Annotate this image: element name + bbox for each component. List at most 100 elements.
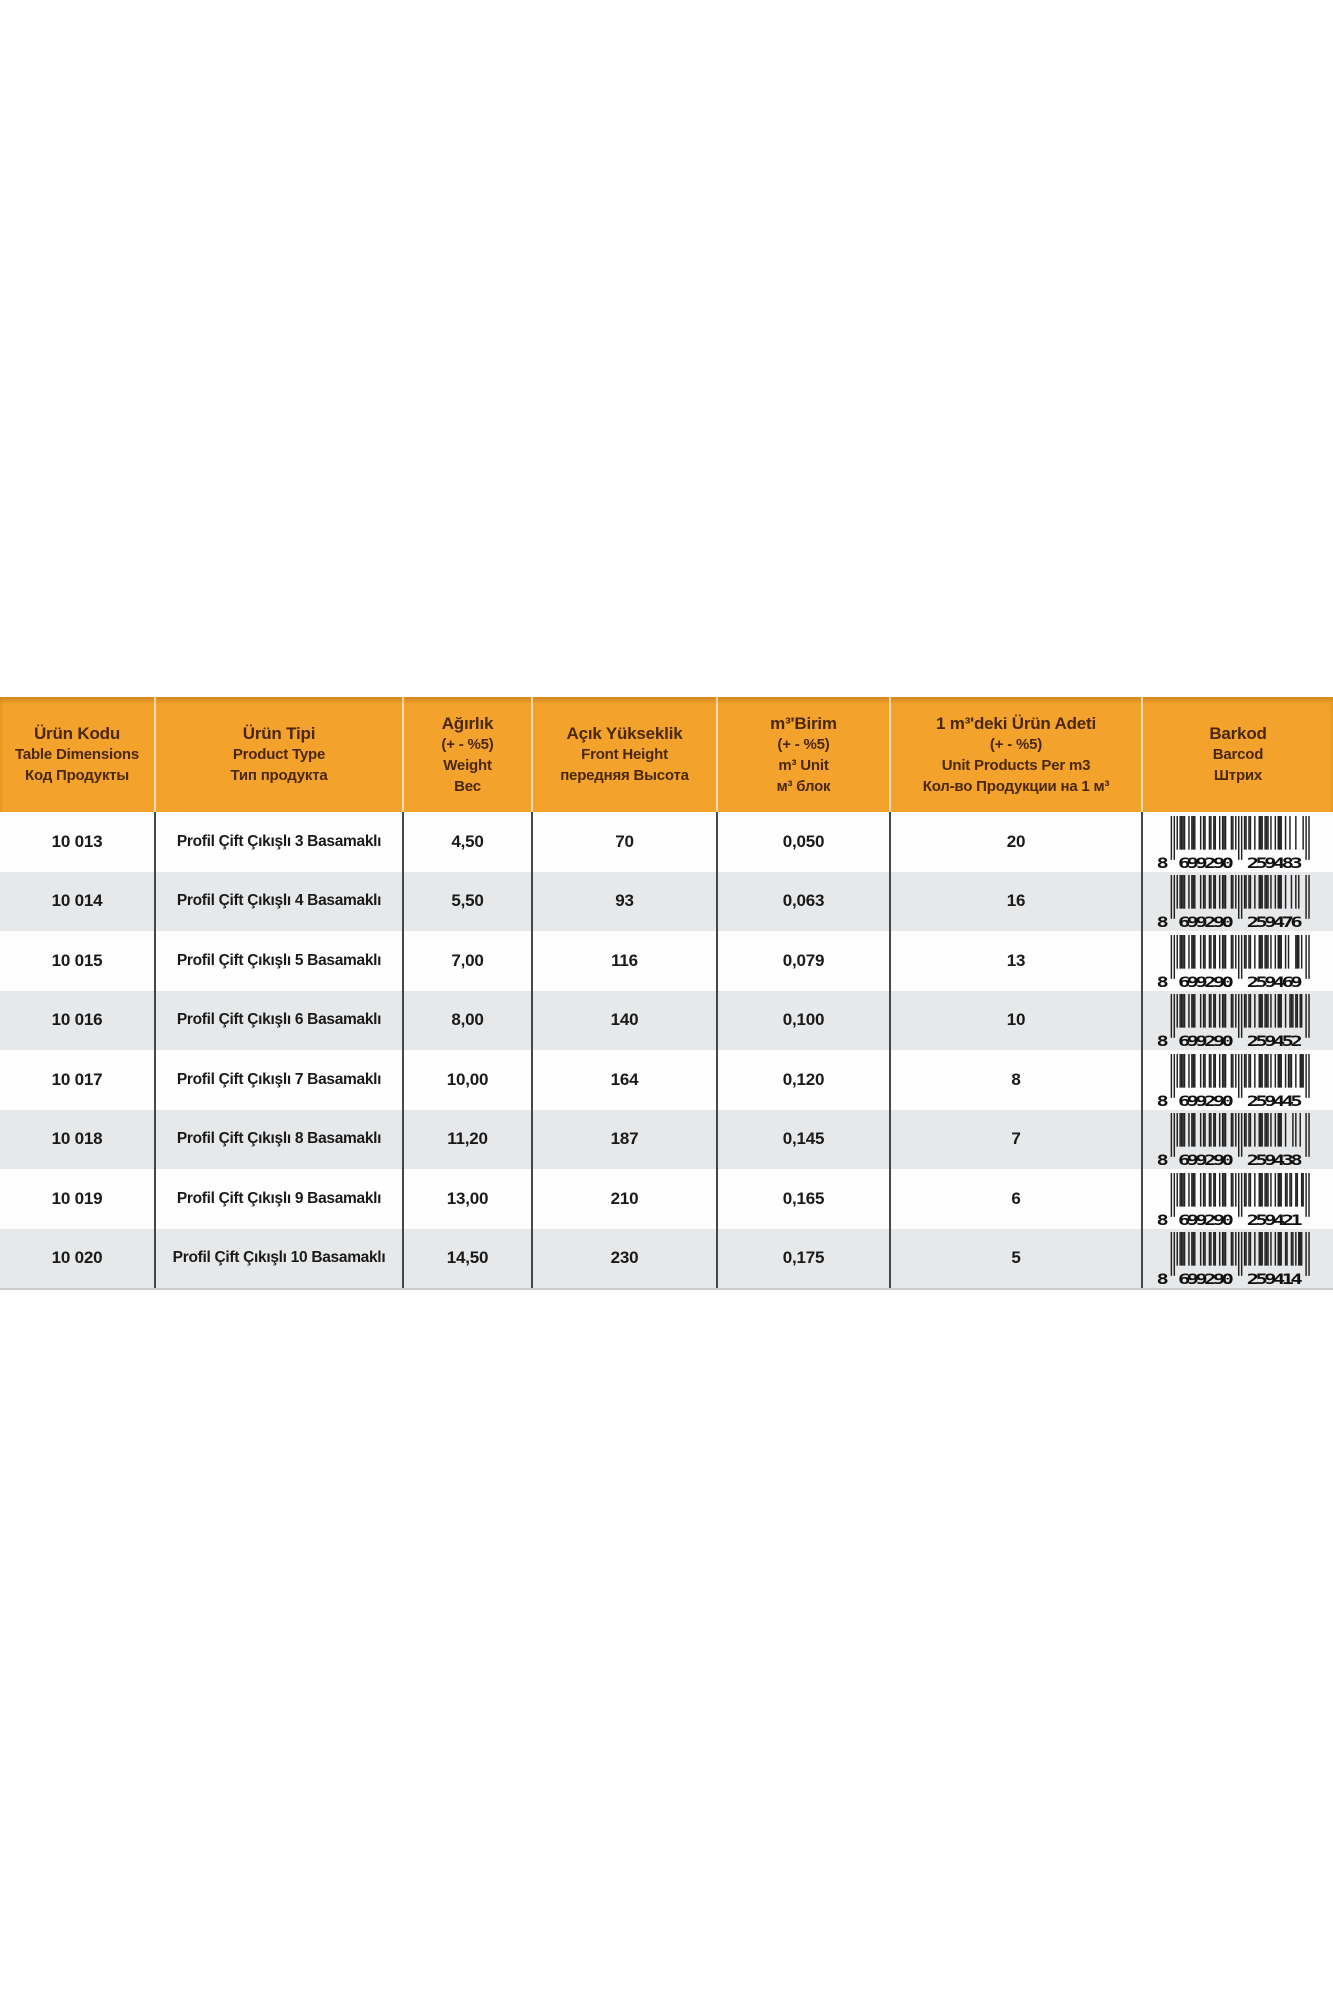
cell-front-height: 210 bbox=[531, 1169, 716, 1229]
table-row: 10 015 Profil Çift Çıkışlı 5 Basamaklı 7,0… bbox=[0, 931, 1333, 991]
barcode-digits: 699290 bbox=[1178, 915, 1234, 928]
header-line: Ürün Tipi bbox=[242, 724, 316, 743]
ean13-barcode: 8 699290 259452 bbox=[1157, 994, 1310, 1047]
cell-front-height: 116 bbox=[531, 931, 716, 991]
cell-units-per-m3: 10 bbox=[889, 990, 1141, 1050]
header-cell-m3_unit: m³'Birim (+ - %5) m³ Unit м³ блок bbox=[716, 697, 889, 812]
cell-units-per-m3: 8 bbox=[889, 1050, 1141, 1110]
table-row: 10 020 Profil Çift Çıkışlı 10 Basamaklı 14… bbox=[0, 1228, 1333, 1288]
ean13-barcode: 8 699290 259469 bbox=[1157, 934, 1310, 988]
header-line: Front Height bbox=[581, 746, 668, 763]
cell-m3-unit: 0,145 bbox=[716, 1109, 889, 1169]
cell-m3-unit: 0,165 bbox=[716, 1169, 889, 1229]
barcode-digits: 259452 bbox=[1247, 1034, 1303, 1047]
cell-product-code: 10 019 bbox=[51, 1188, 103, 1208]
cell-product-type: Profil Çift Çıkışlı 6 Basamaklı bbox=[154, 990, 402, 1050]
header-line: Вес bbox=[454, 777, 481, 795]
cell-barcode: 8 699290 259483 bbox=[1141, 812, 1333, 872]
barcode-digits: 259414 bbox=[1247, 1272, 1303, 1285]
header-line: Table Dimensions bbox=[14, 746, 140, 763]
barcode-digits: 8 bbox=[1157, 1153, 1169, 1166]
barcode-digits: 699290 bbox=[1178, 856, 1234, 869]
header-line: Код Продукты bbox=[24, 767, 130, 784]
barcode-digits: 259469 bbox=[1247, 975, 1303, 988]
barcode-digits: 259476 bbox=[1247, 915, 1303, 928]
cell-front-height: 230 bbox=[531, 1228, 716, 1288]
table-body: 10 013 Profil Çift Çıkışlı 3 Basamaklı 4,5… bbox=[0, 812, 1333, 1288]
header-line: (+ - %5) bbox=[777, 735, 830, 753]
header-cell-units_per_m3: 1 m³'deki Ürün Adeti (+ - %5) Unit Product… bbox=[889, 697, 1141, 812]
table-row: 10 017 Profil Çift Çıkışlı 7 Basamaklı 10,… bbox=[0, 1050, 1333, 1110]
ean13-barcode: 8 699290 259421 bbox=[1157, 1172, 1310, 1226]
ean13-barcode: 8 699290 259476 bbox=[1157, 875, 1310, 928]
barcode-digits: 259438 bbox=[1247, 1153, 1303, 1166]
barcode-digits: 8 bbox=[1157, 1272, 1169, 1285]
cell-barcode: 8 699290 259421 bbox=[1141, 1169, 1333, 1229]
header-line: Barcod bbox=[1212, 746, 1264, 763]
cell-product-code: 10 018 bbox=[51, 1129, 103, 1149]
cell-front-height: 93 bbox=[531, 871, 716, 931]
header-line: Açık Yükseklik bbox=[566, 724, 683, 743]
header-line: (+ - %5) bbox=[441, 735, 494, 753]
cell-m3-unit: 0,120 bbox=[716, 1050, 889, 1110]
cell-units-per-m3: 16 bbox=[889, 871, 1141, 931]
cell-units-per-m3: 5 bbox=[889, 1228, 1141, 1288]
barcode-digits: 8 bbox=[1157, 1213, 1169, 1226]
header-line: m³'Birim bbox=[770, 713, 837, 733]
cell-m3-unit: 0,063 bbox=[716, 871, 889, 931]
header-line: Unit Products Per m3 bbox=[941, 756, 1091, 774]
cell-barcode: 8 699290 259438 bbox=[1141, 1109, 1333, 1169]
barcode-digits: 8 bbox=[1157, 975, 1169, 988]
cell-product-code: 10 014 bbox=[51, 891, 103, 911]
barcode-digits: 699290 bbox=[1178, 1094, 1234, 1107]
header-line: Product Type bbox=[232, 746, 326, 763]
barcode-digits: 8 bbox=[1157, 915, 1169, 928]
header-line: 1 m³'deki Ürün Adeti bbox=[936, 713, 1096, 733]
barcode-digits: 699290 bbox=[1178, 1213, 1234, 1226]
table-row: 10 014 Profil Çift Çıkışlı 4 Basamaklı 5,5… bbox=[0, 871, 1333, 931]
table-row: 10 019 Profil Çift Çıkışlı 9 Basamaklı 13,… bbox=[0, 1169, 1333, 1229]
header-line: Кол-во Продукции на 1 м³ bbox=[922, 777, 1110, 795]
cell-units-per-m3: 7 bbox=[889, 1109, 1141, 1169]
header-line: Weight bbox=[443, 756, 492, 774]
cell-product-code: 10 016 bbox=[51, 1010, 103, 1030]
cell-barcode: 8 699290 259414 bbox=[1141, 1228, 1333, 1288]
cell-weight: 8,00 bbox=[402, 990, 531, 1050]
header-line: Тип продукта bbox=[230, 767, 328, 784]
cell-m3-unit: 0,175 bbox=[716, 1228, 889, 1288]
header-cell-weight: Ağırlık (+ - %5) Weight Вес bbox=[402, 697, 531, 812]
table-row: 10 018 Profil Çift Çıkışlı 8 Basamaklı 11,… bbox=[0, 1109, 1333, 1169]
cell-weight: 10,00 bbox=[402, 1050, 531, 1110]
cell-m3-unit: 0,050 bbox=[716, 812, 889, 872]
header-line: Штрих bbox=[1213, 767, 1263, 784]
barcode-digits: 8 bbox=[1157, 1094, 1169, 1107]
header-line: m³ Unit bbox=[778, 756, 829, 774]
header-line: м³ блок bbox=[776, 777, 831, 795]
barcode-digits: 699290 bbox=[1178, 1272, 1234, 1285]
cell-product-type: Profil Çift Çıkışlı 3 Basamaklı bbox=[154, 812, 402, 872]
cell-m3-unit: 0,100 bbox=[716, 990, 889, 1050]
table-row: 10 013 Profil Çift Çıkışlı 3 Basamaklı 4,5… bbox=[0, 812, 1333, 872]
ean13-barcode: 8 699290 259445 bbox=[1157, 1053, 1310, 1107]
cell-product-code: 10 015 bbox=[51, 950, 103, 970]
ean13-barcode: 8 699290 259438 bbox=[1157, 1113, 1310, 1166]
cell-product-type: Profil Çift Çıkışlı 9 Basamaklı bbox=[154, 1169, 402, 1229]
cell-product-type: Profil Çift Çıkışlı 10 Basamaklı bbox=[154, 1228, 402, 1288]
barcode-digits: 699290 bbox=[1178, 975, 1234, 988]
cell-weight: 11,20 bbox=[402, 1109, 531, 1169]
header-line: Ağırlık bbox=[441, 713, 494, 733]
cell-product-type: Profil Çift Çıkışlı 4 Basamaklı bbox=[154, 871, 402, 931]
barcode-digits: 8 bbox=[1157, 856, 1169, 869]
cell-product-type: Profil Çift Çıkışlı 8 Basamaklı bbox=[154, 1109, 402, 1169]
cell-barcode: 8 699290 259469 bbox=[1141, 931, 1333, 991]
barcode-digits: 259483 bbox=[1247, 856, 1303, 869]
cell-units-per-m3: 6 bbox=[889, 1169, 1141, 1229]
cell-front-height: 140 bbox=[531, 990, 716, 1050]
barcode-digits: 699290 bbox=[1178, 1034, 1234, 1047]
cell-weight: 14,50 bbox=[402, 1228, 531, 1288]
cell-product-type: Profil Çift Çıkışlı 5 Basamaklı bbox=[154, 931, 402, 991]
cell-barcode: 8 699290 259452 bbox=[1141, 990, 1333, 1050]
cell-units-per-m3: 13 bbox=[889, 931, 1141, 991]
barcode-digits: 259421 bbox=[1247, 1213, 1303, 1226]
cell-weight: 13,00 bbox=[402, 1169, 531, 1229]
